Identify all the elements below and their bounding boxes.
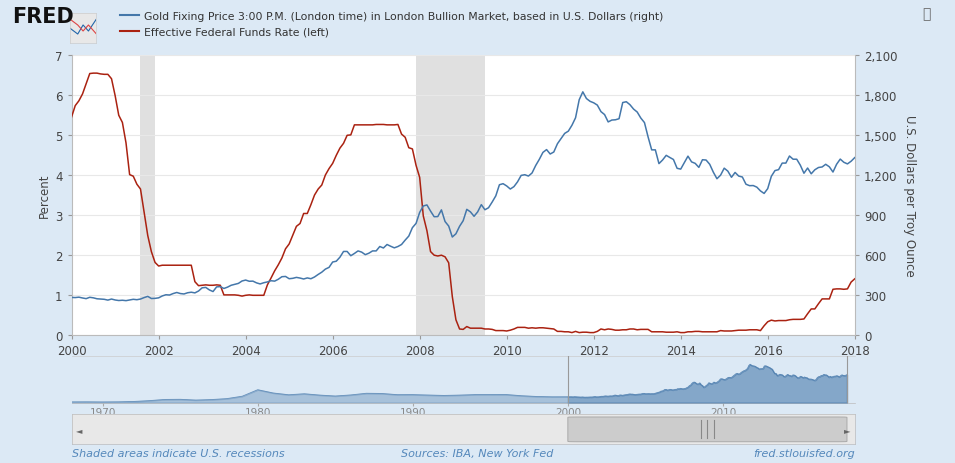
Bar xyxy=(140,56,155,336)
Y-axis label: U.S. Dollars per Troy Ounce: U.S. Dollars per Troy Ounce xyxy=(902,115,916,276)
Text: ⤢: ⤢ xyxy=(923,7,931,21)
Y-axis label: Percent: Percent xyxy=(38,174,51,218)
Bar xyxy=(72,357,568,403)
Text: ►: ► xyxy=(844,425,851,434)
Legend: Gold Fixing Price 3:00 P.M. (London time) in London Bullion Market, based in U.S: Gold Fixing Price 3:00 P.M. (London time… xyxy=(116,8,668,42)
Text: Sources: IBA, New York Fed: Sources: IBA, New York Fed xyxy=(401,448,554,458)
Bar xyxy=(416,56,485,336)
Text: ◄: ◄ xyxy=(75,425,82,434)
Text: fred.stlouisfed.org: fred.stlouisfed.org xyxy=(753,448,855,458)
Text: FRED: FRED xyxy=(12,7,74,27)
Text: Shaded areas indicate U.S. recessions: Shaded areas indicate U.S. recessions xyxy=(72,448,285,458)
FancyBboxPatch shape xyxy=(568,417,847,442)
